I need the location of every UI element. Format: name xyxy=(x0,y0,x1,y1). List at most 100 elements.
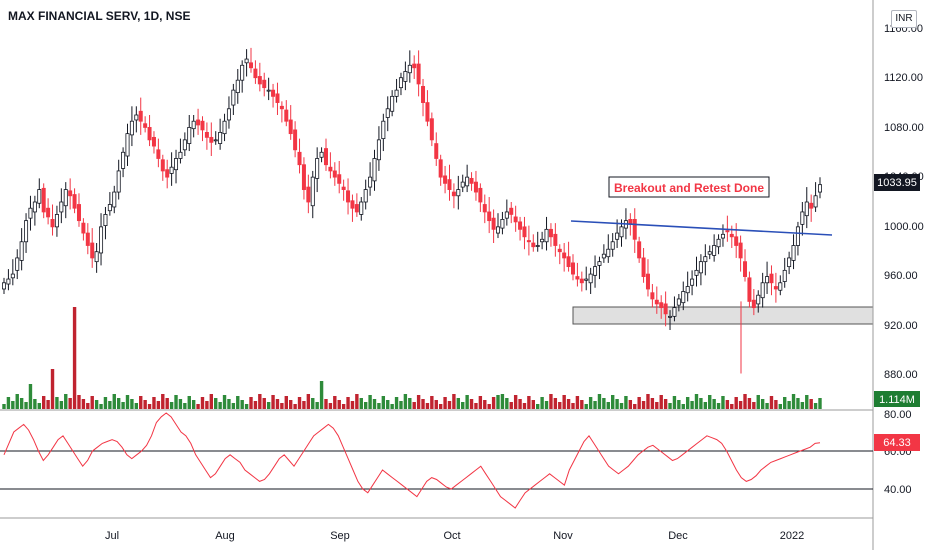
candle-body xyxy=(548,228,553,238)
volume-bar xyxy=(447,401,452,409)
volume-bar xyxy=(562,395,566,409)
volume-bar xyxy=(6,397,11,409)
candle-body xyxy=(690,278,695,286)
volume-bar xyxy=(139,396,143,409)
volume-bar xyxy=(571,403,575,409)
volume-bar xyxy=(363,402,368,409)
x-tick: 2022 xyxy=(780,530,804,542)
currency-label[interactable]: INR xyxy=(891,10,917,28)
candle-body xyxy=(196,119,201,126)
volume-bar xyxy=(765,403,769,409)
volume-bar xyxy=(805,395,809,409)
candle-body xyxy=(363,189,368,203)
candle-body xyxy=(791,245,796,261)
volume-bar xyxy=(456,398,461,409)
volume-bar xyxy=(747,398,752,409)
candle-body xyxy=(6,278,11,285)
candle-body xyxy=(112,191,117,208)
volume-bar xyxy=(130,399,134,409)
candle-body xyxy=(359,201,364,215)
candle-body xyxy=(249,62,254,69)
candle-body xyxy=(575,276,580,280)
volume-bar xyxy=(386,400,390,409)
candle-body xyxy=(165,169,170,178)
candle-body xyxy=(606,248,611,258)
candle-body xyxy=(584,278,589,281)
volume-bar xyxy=(783,397,787,409)
volume-bar xyxy=(306,394,311,409)
volume-bar xyxy=(346,397,350,409)
volume-bar xyxy=(381,396,386,409)
volume-bar xyxy=(809,399,813,409)
candle-body xyxy=(566,256,571,268)
volume-bar xyxy=(359,398,363,409)
volume-bar xyxy=(615,399,619,409)
candle-body xyxy=(451,191,456,197)
candle-body xyxy=(200,120,205,131)
volume-bar xyxy=(465,395,469,409)
volume-bar xyxy=(390,404,394,409)
candle-body xyxy=(271,89,276,97)
candle-body xyxy=(178,151,183,159)
candle-body xyxy=(800,211,805,225)
volume-bar xyxy=(593,401,597,409)
volume-bar xyxy=(734,397,738,409)
volume-bar xyxy=(505,398,509,409)
candle-body xyxy=(266,89,271,92)
candle-body xyxy=(447,179,452,190)
volume-bar xyxy=(244,404,249,409)
candle-body xyxy=(681,291,686,304)
volume-bar xyxy=(672,396,677,409)
candle-body xyxy=(350,200,355,209)
volume-bar xyxy=(633,404,637,409)
volume-bar xyxy=(752,402,756,409)
volume-bar xyxy=(610,395,615,409)
volume-bar xyxy=(791,394,796,409)
volume-bar xyxy=(549,394,553,409)
y-tick: 1000.00 xyxy=(884,221,924,233)
candle-body xyxy=(218,131,223,144)
volume-bar xyxy=(328,403,333,409)
candle-body xyxy=(262,79,267,89)
volume-bar xyxy=(297,397,302,409)
candle-body xyxy=(756,294,761,305)
volume-bar xyxy=(580,400,584,409)
volume-bar xyxy=(11,401,15,409)
candle-body xyxy=(191,120,196,130)
volume-bar xyxy=(500,394,505,409)
volume-bar xyxy=(165,398,169,409)
volume-bar xyxy=(15,394,19,409)
volume-bar xyxy=(641,401,646,409)
candle-body xyxy=(10,273,15,279)
candle-body xyxy=(531,242,536,248)
volume-bar xyxy=(191,400,196,409)
candle-body xyxy=(579,278,584,284)
candle-body xyxy=(769,273,774,284)
volume-bar xyxy=(222,395,227,409)
candle-body xyxy=(226,108,231,121)
volume-bar xyxy=(668,403,672,409)
volume-bar xyxy=(469,399,474,409)
volume-bar xyxy=(434,400,438,409)
volume-bar xyxy=(602,398,606,409)
volume-bar xyxy=(134,403,139,409)
volume-bar xyxy=(231,403,236,409)
candle-body xyxy=(518,221,523,230)
candle-body xyxy=(504,211,509,219)
volume-bar xyxy=(606,402,610,409)
candle-body xyxy=(469,177,474,184)
volume-bar xyxy=(708,395,712,409)
x-tick: Aug xyxy=(215,530,235,542)
candle-body xyxy=(478,187,483,203)
volume-bar xyxy=(624,396,628,409)
volume-bar xyxy=(214,398,218,409)
volume-bar xyxy=(712,399,716,409)
candle-body xyxy=(557,248,562,253)
volume-bar xyxy=(544,401,549,409)
volume-bar xyxy=(787,401,791,409)
volume-bar xyxy=(540,397,544,409)
candle-body xyxy=(231,89,236,106)
candle-body xyxy=(323,148,328,166)
candle-body xyxy=(562,252,567,259)
